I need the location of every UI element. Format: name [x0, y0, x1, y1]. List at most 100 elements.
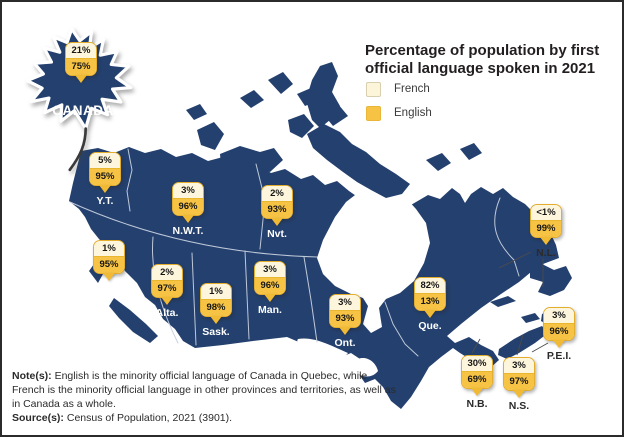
english-value: 98% — [201, 300, 231, 316]
callout-box: 3% 96% — [254, 261, 286, 295]
callout-pointer-icon — [103, 272, 115, 281]
callout-pointer-icon — [99, 184, 111, 193]
region-label-ont: Ont. — [334, 336, 356, 349]
callout-box: 1% 95% — [93, 240, 125, 274]
callout-pointer-icon — [75, 74, 87, 83]
callout-box: 1% 98% — [200, 283, 232, 317]
source-text: Census of Population, 2021 (3901). — [66, 411, 233, 424]
callout-pointer-icon — [161, 296, 173, 305]
callout-pointer-icon — [271, 217, 283, 226]
english-value: 97% — [152, 281, 182, 297]
leader-lines — [471, 251, 549, 356]
english-value: 93% — [330, 311, 360, 327]
callout-box: 3% 96% — [172, 182, 204, 216]
french-value: 21% — [66, 43, 96, 60]
legend-swatch-english-icon — [366, 105, 381, 121]
callout-ns: 3% 97% N.S. — [503, 357, 535, 412]
french-value: 3% — [504, 358, 534, 375]
region-label-bc: B.C. — [98, 282, 120, 295]
arctic-islands — [186, 62, 482, 198]
callout-yt: 5% 95% Y.T. — [89, 152, 121, 207]
callout-nvt: 2% 93% Nvt. — [261, 185, 293, 240]
note-label: Note(s): — [12, 370, 52, 382]
french-value: 1% — [201, 284, 231, 301]
callout-bc: 1% 95% B.C. — [93, 240, 125, 295]
callout-man: 3% 96% Man. — [254, 261, 286, 316]
callout-box: 2% 97% — [151, 264, 183, 298]
province-borders — [69, 148, 520, 357]
callout-pointer-icon — [513, 389, 525, 398]
chart-title: Percentage of population by first offici… — [365, 42, 617, 79]
french-value: 1% — [94, 241, 124, 258]
callout-box: 30% 69% — [461, 355, 493, 389]
title-line-2: official language spoken in 2021 — [365, 60, 596, 78]
source-line: Source(s): Census of Population, 2021 (3… — [12, 412, 396, 426]
leaf-stem — [68, 127, 88, 172]
callout-box: 82% 13% — [414, 277, 446, 311]
callout-pei: 3% 96% P.E.I. — [543, 307, 575, 362]
region-label-nvt: Nvt. — [267, 227, 287, 240]
callout-box: 3% 96% — [543, 307, 575, 341]
callout-pointer-icon — [210, 315, 222, 324]
region-label-alta: Alta. — [155, 306, 179, 319]
region-label-ns: N.S. — [508, 399, 530, 412]
callout-alta: 2% 97% Alta. — [151, 264, 183, 319]
callout-pointer-icon — [471, 387, 483, 396]
callout-box: 5% 95% — [89, 152, 121, 186]
legend: French English — [366, 81, 432, 129]
region-label-yt: Y.T. — [96, 194, 114, 207]
callout-pointer-icon — [553, 339, 565, 348]
french-value: <1% — [531, 205, 561, 222]
callout-pointer-icon — [264, 293, 276, 302]
callout-nl: <1% 99% N.L. — [530, 204, 562, 259]
region-label-nb: N.B. — [466, 397, 488, 410]
french-value: 3% — [544, 308, 574, 325]
french-value: 5% — [90, 153, 120, 170]
region-label-sask: Sask. — [202, 325, 230, 338]
legend-label-english: English — [394, 107, 432, 119]
english-value: 95% — [94, 257, 124, 273]
english-value: 97% — [504, 374, 534, 390]
english-value: 99% — [531, 221, 561, 237]
french-value: 82% — [415, 278, 445, 295]
english-value: 96% — [173, 199, 203, 215]
legend-row-english: English — [366, 105, 432, 121]
callout-box: 21% 75% — [65, 42, 97, 76]
callout-box: <1% 99% — [530, 204, 562, 238]
french-value: 2% — [152, 265, 182, 282]
callout-box: 3% 97% — [503, 357, 535, 391]
english-value: 93% — [262, 202, 292, 218]
english-value: 95% — [90, 169, 120, 185]
region-label-nl: N.L. — [536, 246, 556, 259]
notes-block: Note(s): English is the minority officia… — [12, 370, 396, 426]
english-value: 96% — [544, 324, 574, 340]
great-lakes — [297, 338, 378, 377]
callout-pointer-icon — [182, 214, 194, 223]
callout-pointer-icon — [424, 309, 436, 318]
callout-que: 82% 13% Que. — [414, 277, 446, 332]
source-label: Source(s): — [12, 411, 64, 424]
french-value: 30% — [462, 356, 492, 373]
french-value: 2% — [262, 186, 292, 203]
callout-box: 3% 93% — [329, 294, 361, 328]
title-line-1: Percentage of population by first — [365, 42, 600, 59]
callout-canada: 21% 75% — [65, 42, 97, 83]
french-value: 3% — [255, 262, 285, 279]
legend-swatch-french-icon — [366, 81, 381, 97]
english-value: 69% — [462, 372, 492, 388]
legend-row-french: French — [366, 81, 432, 97]
english-value: 96% — [255, 278, 285, 294]
callout-pointer-icon — [540, 236, 552, 245]
english-value: 75% — [66, 59, 96, 75]
region-label-pei: P.E.I. — [546, 349, 572, 362]
canada-label: CANADA — [52, 103, 114, 118]
callout-ont: 3% 93% Ont. — [329, 294, 361, 349]
french-value: 3% — [330, 295, 360, 312]
hudson-bay — [317, 182, 430, 333]
callout-box: 2% 93% — [261, 185, 293, 219]
region-label-man: Man. — [258, 303, 282, 316]
region-label-nwt: N.W.T. — [172, 224, 204, 237]
french-value: 3% — [173, 183, 203, 200]
note-line: Note(s): English is the minority officia… — [12, 370, 396, 412]
